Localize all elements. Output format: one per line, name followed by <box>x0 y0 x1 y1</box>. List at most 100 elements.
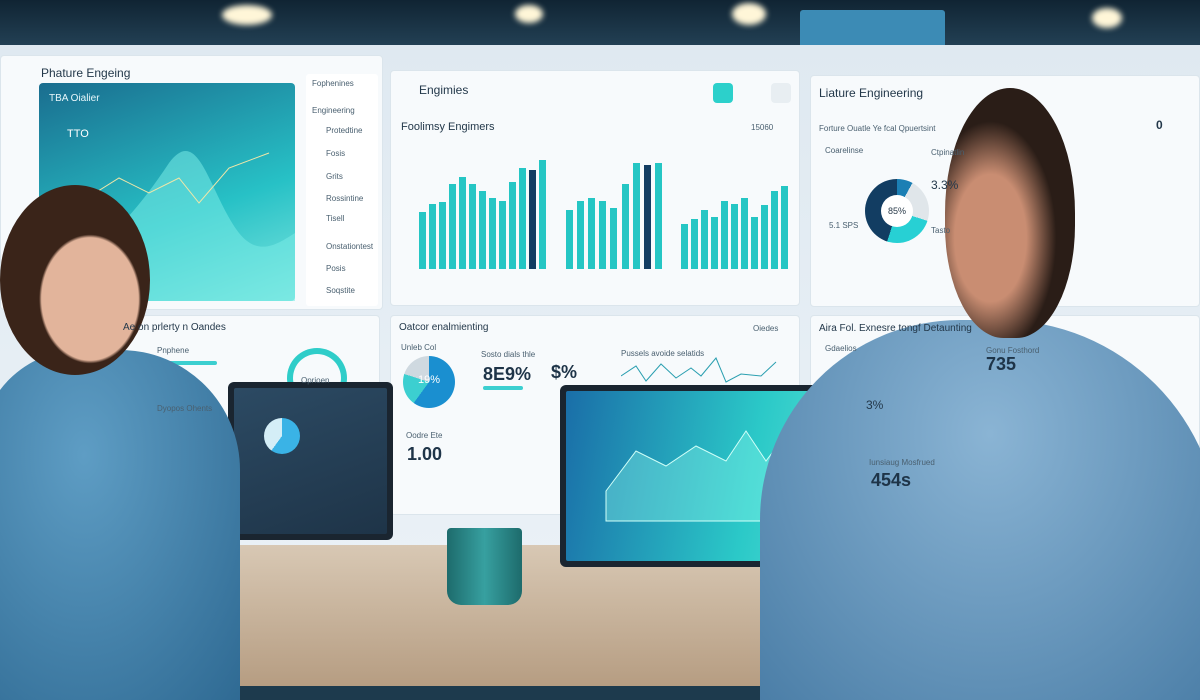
bar-chart-c <box>681 151 791 269</box>
kpi-value: 8E9% <box>483 364 532 384</box>
list-item[interactable]: Soqstite <box>326 286 355 295</box>
list-header[interactable]: Fophenines <box>312 79 354 88</box>
kpi-label: Sosto dials thle <box>481 350 536 359</box>
row-label: Dyopos Ohents <box>157 404 213 413</box>
metric-value: 3.3% <box>931 178 959 192</box>
laptop-screen <box>234 388 387 534</box>
progress-bar <box>483 386 523 390</box>
bar <box>691 219 698 269</box>
bar-chart-b <box>566 151 666 269</box>
shield-icon[interactable] <box>771 83 791 103</box>
metric-label: Tasto <box>931 226 951 235</box>
bar <box>489 198 496 269</box>
line-chart <box>621 357 777 383</box>
sidebar-list: Fophenines Engineering Protedtine Fosis … <box>306 74 378 306</box>
bar <box>439 201 446 269</box>
bar <box>751 217 758 269</box>
bar <box>469 184 476 269</box>
section-label: Gdaelios <box>825 344 857 353</box>
toolbar-button[interactable] <box>713 83 733 103</box>
bar <box>721 200 728 269</box>
kpi-label: Oodre Ete <box>406 431 443 440</box>
kpi-value: 735 <box>986 354 1017 374</box>
bar <box>509 181 516 269</box>
list-item[interactable]: Onstationtest <box>326 242 374 251</box>
card-title: TBA Oialier <box>49 93 100 104</box>
bar <box>419 212 426 269</box>
kpi-value: 1.00 <box>407 444 443 464</box>
kpi-value: 454s <box>871 470 912 490</box>
kpi-label: Iunsiaug Mosfrued <box>869 458 935 467</box>
bar <box>610 207 618 269</box>
donut-chart: 85% <box>865 179 929 243</box>
pie-value: 19% <box>417 374 441 386</box>
bar <box>701 210 708 269</box>
bar <box>643 165 651 269</box>
counter: 0 <box>1156 118 1163 132</box>
bar <box>588 198 596 269</box>
bar <box>566 210 573 269</box>
gauge <box>287 348 347 408</box>
middle-dashboard-panel: Engimies Foolimsy Engimers 15060 <box>390 70 800 306</box>
chart-title: Foolimsy Engimers <box>401 121 495 133</box>
person-woman-head <box>0 185 150 375</box>
panel-title: Aira Fol. Exnesre tongf Detaunting <box>819 323 972 334</box>
panel-title: Oatcor enalmienting <box>399 322 489 333</box>
left-laptop[interactable] <box>228 382 393 540</box>
bar <box>577 200 585 269</box>
bar <box>711 217 718 269</box>
bar <box>621 184 629 269</box>
bar <box>771 191 778 269</box>
card-value: TTO <box>67 128 89 140</box>
person-man <box>760 320 1200 700</box>
menu-button[interactable]: Oiedes <box>753 324 779 333</box>
bar-chart-a <box>419 151 549 269</box>
panel-title: Phature Engeing <box>41 66 131 80</box>
kpi-label: Gonu Fosthord <box>986 346 1040 355</box>
bar <box>529 169 536 269</box>
panel-title: Liature Engineering <box>819 86 924 100</box>
bar <box>459 176 466 269</box>
bar <box>654 162 662 269</box>
pie-chart: 19% <box>403 356 455 408</box>
list-item[interactable]: Posis <box>326 264 346 273</box>
period-select[interactable]: 15060 <box>751 123 774 132</box>
metric-value: 5.1 SPS <box>829 221 859 230</box>
list-title: Engineering <box>312 106 355 115</box>
line-series <box>78 152 270 204</box>
person-woman <box>0 350 240 700</box>
row-label: Pnphene <box>157 346 190 355</box>
section-label: Coarelinse <box>825 146 864 155</box>
bar <box>761 205 768 269</box>
kpi-value: $% <box>551 362 578 382</box>
bar <box>499 200 506 269</box>
list-item[interactable]: Grits <box>326 172 343 181</box>
bar <box>781 186 788 269</box>
list-item[interactable]: Rossintine <box>326 194 364 203</box>
panel-subtitle: Forture Ouatle Ye fcal Qpuertsint <box>819 124 936 133</box>
list-item[interactable]: Protedtine <box>326 126 363 135</box>
bar <box>741 198 748 269</box>
metric-value: 3% <box>866 398 884 412</box>
list-item[interactable]: Fosis <box>326 149 346 158</box>
bar <box>731 204 738 269</box>
bar <box>429 204 436 269</box>
section-label: Ctpinatlin <box>931 148 965 157</box>
bar <box>479 191 486 269</box>
donut-value: 85% <box>881 195 913 227</box>
pie-label: Unleb Col <box>401 343 437 352</box>
progress-bar <box>157 361 217 365</box>
bar <box>449 184 456 269</box>
bar <box>519 167 526 269</box>
coffee-mug <box>447 528 522 605</box>
panel-title: Engimies <box>419 83 469 97</box>
bar <box>539 160 546 269</box>
list-item[interactable]: Tisell <box>326 214 345 223</box>
bar <box>632 162 640 269</box>
person-man-head <box>945 88 1075 338</box>
gauge-label: Oprioen <box>301 376 330 385</box>
line-chart-title: Pussels avoide selatids <box>621 349 705 358</box>
bar <box>599 200 607 269</box>
bar <box>681 224 688 269</box>
panel-title: Ae on prlerty n Oandes <box>123 322 226 333</box>
